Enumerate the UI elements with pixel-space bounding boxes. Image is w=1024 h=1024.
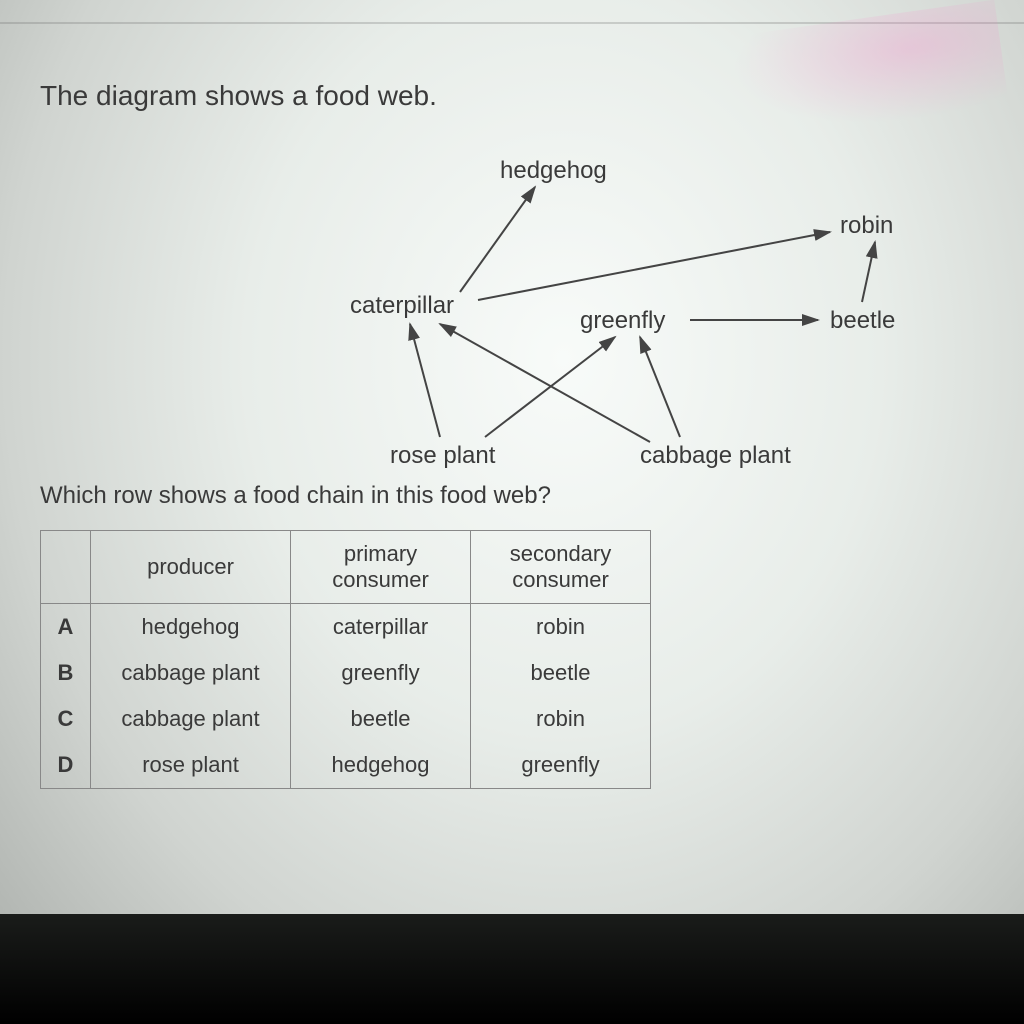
table-row: A hedgehog caterpillar robin [41,604,651,651]
arrow-roseplant-to-caterpillar [410,324,440,437]
cell: robin [471,696,651,742]
arrow-caterpillar-to-hedgehog [460,187,535,292]
row-key: C [41,696,91,742]
row-key: D [41,742,91,789]
arrow-cabbageplant-to-greenfly [640,337,680,437]
diagram-arrows [40,142,940,472]
cell: beetle [471,650,651,696]
cell: robin [471,604,651,651]
food-web-diagram: hedgehog robin caterpillar greenfly beet… [40,142,940,472]
row-key: A [41,604,91,651]
header-secondary-consumer: secondary consumer [471,531,651,604]
cell: cabbage plant [91,696,291,742]
question-text: Which row shows a food chain in this foo… [40,482,984,510]
node-hedgehog: hedgehog [500,157,607,185]
cell: hedgehog [91,604,291,651]
arrow-caterpillar-to-robin [478,232,830,300]
worksheet-page: The diagram shows a food web. hedgehog r… [0,40,1024,789]
header-primary-consumer: primary consumer [291,531,471,604]
node-cabbage-plant: cabbage plant [640,442,791,470]
node-caterpillar: caterpillar [350,292,454,320]
arrow-cabbageplant-to-caterpillar [440,324,650,442]
cell: greenfly [291,650,471,696]
screen-bezel [0,914,1024,1024]
top-divider [0,22,1024,24]
node-rose-plant: rose plant [390,442,495,470]
arrow-roseplant-to-greenfly [485,337,615,437]
table-row: B cabbage plant greenfly beetle [41,650,651,696]
instruction-text: The diagram shows a food web. [40,80,984,112]
table-row: D rose plant hedgehog greenfly [41,742,651,789]
cell: cabbage plant [91,650,291,696]
node-greenfly: greenfly [580,307,665,335]
table-row: C cabbage plant beetle robin [41,696,651,742]
cell: caterpillar [291,604,471,651]
row-key: B [41,650,91,696]
table-header-row: producer primary consumer secondary cons… [41,531,651,604]
cell: beetle [291,696,471,742]
cell: greenfly [471,742,651,789]
cell: rose plant [91,742,291,789]
header-blank [41,531,91,604]
arrow-beetle-to-robin [862,242,875,302]
node-robin: robin [840,212,893,240]
node-beetle: beetle [830,307,895,335]
answer-table: producer primary consumer secondary cons… [40,530,651,789]
cell: hedgehog [291,742,471,789]
header-producer: producer [91,531,291,604]
